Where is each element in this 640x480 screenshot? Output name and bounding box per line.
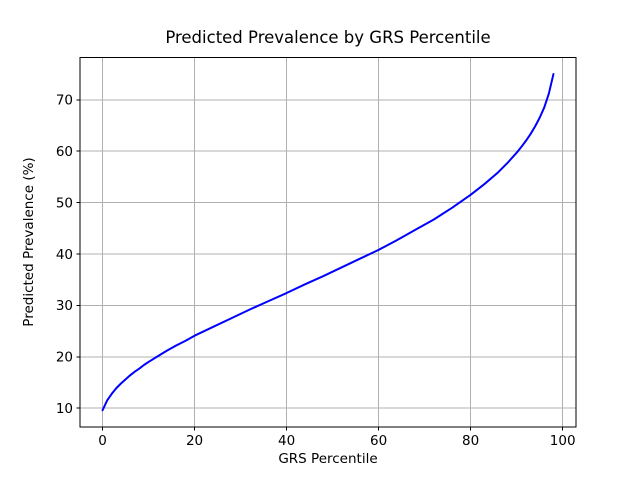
- x-axis-label: GRS Percentile: [278, 451, 378, 467]
- y-tick-label: 40: [56, 247, 73, 263]
- x-tick-label: 20: [186, 433, 203, 449]
- y-axis-label: Predicted Prevalence (%): [21, 157, 37, 327]
- y-tick-label: 20: [56, 350, 73, 366]
- x-tick-label: 40: [278, 433, 295, 449]
- y-tick-label: 70: [56, 93, 73, 109]
- x-tick-label: 100: [550, 433, 576, 449]
- y-tick-label: 30: [56, 298, 73, 314]
- x-tick-label: 80: [462, 433, 479, 449]
- chart-title: Predicted Prevalence by GRS Percentile: [165, 28, 491, 47]
- y-tick-label: 50: [56, 195, 73, 211]
- predicted-prevalence-curve: [101, 73, 555, 412]
- x-tick-label: 60: [370, 433, 387, 449]
- axes-spines: [79, 57, 577, 428]
- y-tick-label: 10: [56, 401, 73, 417]
- x-tick-label: 0: [98, 433, 107, 449]
- y-tick-label: 60: [56, 144, 73, 160]
